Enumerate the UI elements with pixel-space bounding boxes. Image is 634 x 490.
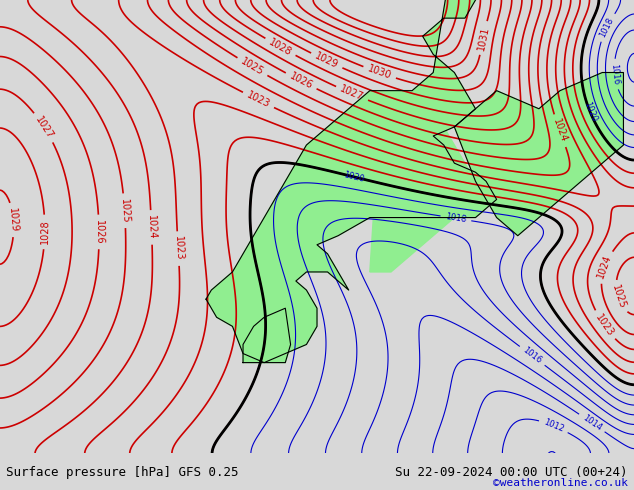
Text: 1031: 1031 (476, 25, 491, 51)
Text: 1023: 1023 (245, 90, 272, 110)
Text: 1026: 1026 (94, 220, 104, 245)
Polygon shape (455, 73, 623, 236)
Text: ©weatheronline.co.uk: ©weatheronline.co.uk (493, 478, 628, 488)
Text: 1018: 1018 (598, 16, 616, 39)
Text: 1024: 1024 (551, 118, 569, 144)
Text: Surface pressure [hPa] GFS 0.25: Surface pressure [hPa] GFS 0.25 (6, 466, 239, 479)
Text: 1014: 1014 (581, 413, 603, 433)
Text: 1029: 1029 (313, 51, 340, 71)
Text: 1023: 1023 (593, 312, 616, 338)
Text: 1023: 1023 (172, 236, 184, 261)
Polygon shape (206, 0, 496, 363)
Polygon shape (370, 91, 476, 272)
Text: 1020: 1020 (343, 170, 365, 184)
Text: 1027: 1027 (33, 114, 55, 141)
Text: 1024: 1024 (595, 253, 613, 280)
Polygon shape (243, 308, 290, 363)
Text: 1026: 1026 (288, 71, 314, 91)
Polygon shape (349, 163, 433, 218)
Text: 1030: 1030 (366, 64, 393, 81)
Text: 1024: 1024 (146, 215, 157, 240)
Text: 1027: 1027 (339, 84, 365, 103)
Text: 1025: 1025 (119, 198, 131, 223)
Text: Su 22-09-2024 00:00 UTC (00+24): Su 22-09-2024 00:00 UTC (00+24) (395, 466, 628, 479)
Text: 1029: 1029 (7, 207, 19, 233)
Text: 1018: 1018 (445, 212, 467, 224)
Text: 1028: 1028 (39, 220, 50, 245)
Text: 1016: 1016 (609, 63, 620, 85)
Text: 1025: 1025 (239, 56, 266, 77)
Text: 1025: 1025 (610, 284, 627, 311)
Text: 1016: 1016 (521, 346, 543, 366)
Polygon shape (0, 0, 634, 453)
Text: 1028: 1028 (267, 37, 294, 57)
Text: 1020: 1020 (582, 101, 598, 123)
Text: 1012: 1012 (542, 418, 565, 434)
